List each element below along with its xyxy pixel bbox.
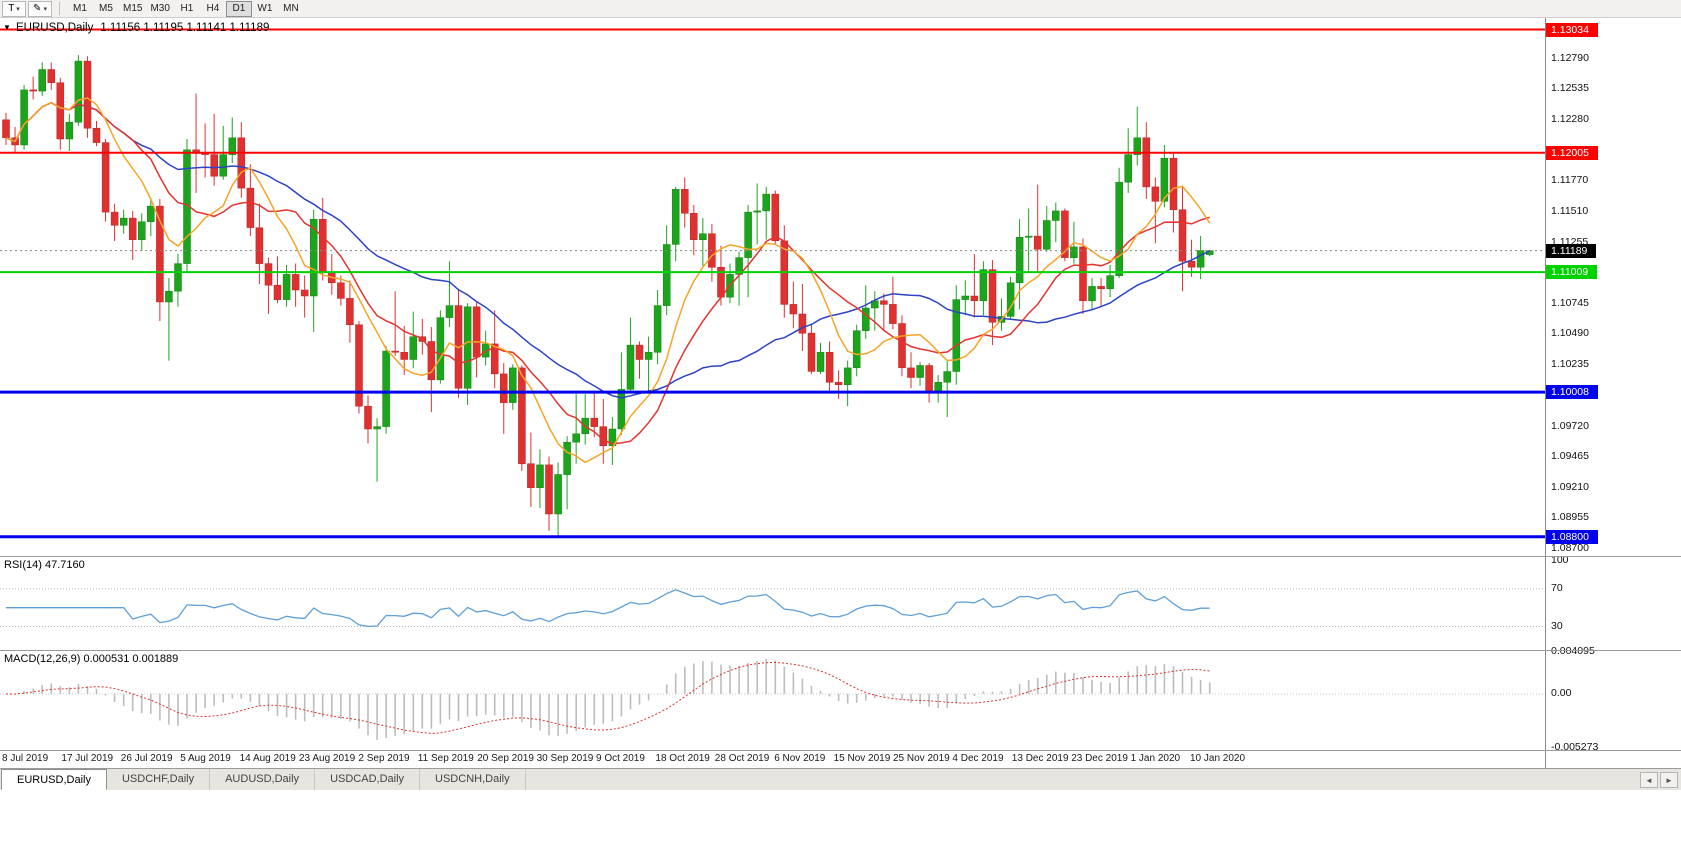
- date-label: 23 Dec 2019: [1071, 753, 1128, 764]
- date-label: 2 Sep 2019: [358, 753, 410, 764]
- date-label: 15 Nov 2019: [833, 753, 891, 764]
- timeframe-d1-button[interactable]: D1: [225, 0, 252, 17]
- axis-separator: [1545, 18, 1546, 768]
- price-tick-label: 70: [1551, 581, 1563, 594]
- price-tick-label: 30: [1551, 619, 1563, 632]
- timeframe-m1-button[interactable]: M1: [67, 1, 93, 17]
- macd-chart[interactable]: [0, 650, 1545, 750]
- date-label: 17 Jul 2019: [61, 753, 114, 764]
- chart-title: EURUSD,Daily 1.11156 1.11195 1.11141 1.1…: [16, 22, 269, 34]
- tab-scroll-left-icon[interactable]: ◄: [1640, 772, 1658, 788]
- draw-tool-button[interactable]: ✎ ▾: [28, 0, 52, 17]
- price-line-label: 1.13034: [1546, 22, 1598, 37]
- price-tick-label: 1.12535: [1551, 82, 1589, 95]
- date-label: 4 Dec 2019: [952, 753, 1004, 764]
- date-label: 1 Jan 2020: [1130, 753, 1181, 764]
- pane-separator: [0, 750, 1681, 751]
- rsi-indicator-pane[interactable]: RSI(14) 47.7160: [0, 556, 1545, 650]
- text-tool-button[interactable]: T ▾: [2, 0, 26, 17]
- chart-tab-usdcad[interactable]: USDCAD,Daily: [315, 769, 421, 790]
- date-label: 25 Nov 2019: [893, 753, 950, 764]
- timeframe-m30-button[interactable]: M30: [146, 1, 173, 17]
- timeframe-buttons: M1 M5 M15 M30 H1 H4 D1 W1 MN: [67, 0, 304, 17]
- collapse-panel-icon[interactable]: ▼: [3, 23, 11, 32]
- price-axis[interactable]: 1.12790 1.12535 1.12280 1.11770 1.11510 1.112…: [1546, 18, 1681, 768]
- time-axis[interactable]: 8 Jul 2019 17 Jul 2019 26 Jul 2019 5 Aug 20…: [0, 750, 1545, 768]
- pane-separator[interactable]: [0, 650, 1681, 651]
- price-tick-label: -0.005273: [1551, 740, 1599, 753]
- chevron-down-icon: ▾: [16, 5, 20, 13]
- ohlc-values: 1.11156 1.11195 1.11141 1.11189: [100, 22, 270, 34]
- date-label: 6 Nov 2019: [774, 753, 826, 764]
- chart-tabs: EURUSD,Daily USDCHF,Daily AUDUSD,Daily USDC…: [1, 768, 526, 790]
- timeframe-mn-button[interactable]: MN: [278, 1, 304, 17]
- price-line-label: 1.11009: [1546, 265, 1598, 280]
- price-tick-label: 1.11510: [1551, 205, 1589, 218]
- date-label: 14 Aug 2019: [239, 753, 296, 764]
- macd-indicator-pane[interactable]: MACD(12,26,9) 0.000531 0.001889: [0, 650, 1545, 750]
- timeframe-w1-button[interactable]: W1: [252, 1, 278, 17]
- price-line-label: 1.12005: [1546, 145, 1598, 160]
- price-tick-label: 1.09465: [1551, 450, 1589, 463]
- macd-label: MACD(12,26,9) 0.000531 0.001889: [4, 653, 179, 665]
- date-label: 8 Jul 2019: [2, 753, 49, 764]
- date-label: 9 Oct 2019: [596, 753, 645, 764]
- pencil-icon: ✎: [33, 3, 42, 14]
- price-tick-label: 1.10235: [1551, 357, 1589, 370]
- pane-separator[interactable]: [0, 556, 1681, 557]
- chart-tabs-bar: EURUSD,Daily USDCHF,Daily AUDUSD,Daily USDC…: [0, 768, 1681, 790]
- tab-scroll-right-icon[interactable]: ►: [1660, 772, 1678, 788]
- toolbar-separator: [59, 2, 60, 15]
- tab-scroll-buttons: ◄ ►: [1640, 772, 1678, 788]
- price-tick-label: 0.004095: [1551, 645, 1595, 658]
- timeframe-m15-button[interactable]: M15: [119, 1, 146, 17]
- date-label: 13 Dec 2019: [1011, 753, 1069, 764]
- date-label: 23 Aug 2019: [299, 753, 356, 764]
- date-label: 28 Oct 2019: [714, 753, 770, 764]
- window-background: [0, 790, 1681, 845]
- chart-tab-usdcnh[interactable]: USDCNH,Daily: [420, 769, 526, 790]
- price-chart-pane[interactable]: ▼ EURUSD,Daily 1.11156 1.11195 1.11141 1…: [0, 18, 1545, 556]
- price-tick-label: 1.08700: [1551, 541, 1589, 554]
- rsi-label: RSI(14) 47.7160: [4, 559, 85, 571]
- price-line-label: 1.10008: [1546, 385, 1598, 400]
- price-tick-label: 1.10745: [1551, 296, 1589, 309]
- date-label: 26 Jul 2019: [120, 753, 173, 764]
- rsi-chart[interactable]: [0, 556, 1545, 650]
- chart-tab-eurusd[interactable]: EURUSD,Daily: [1, 769, 107, 790]
- price-tick-label: 1.12280: [1551, 112, 1589, 125]
- timeframe-m5-button[interactable]: M5: [93, 1, 119, 17]
- chart-tab-usdchf[interactable]: USDCHF,Daily: [106, 769, 211, 790]
- price-tick-label: 1.10490: [1551, 327, 1589, 340]
- price-tick-label: 0.00: [1551, 686, 1572, 699]
- price-tick-label: 1.08955: [1551, 511, 1589, 524]
- chevron-down-icon: ▾: [43, 5, 47, 13]
- price-line-label: 1.08800: [1546, 529, 1598, 544]
- toolbar: T ▾ ✎ ▾ M1 M5 M15 M30 H1 H4 D1 W1 MN: [0, 0, 1681, 18]
- chart-tab-audusd[interactable]: AUDUSD,Daily: [210, 769, 316, 790]
- date-label: 5 Aug 2019: [180, 753, 231, 764]
- date-label: 10 Jan 2020: [1190, 753, 1246, 764]
- date-label: 30 Sep 2019: [536, 753, 594, 764]
- symbol-period-label: EURUSD,Daily: [16, 22, 94, 34]
- candlestick-chart[interactable]: [0, 18, 1545, 556]
- text-tool-label: T: [8, 3, 15, 14]
- timeframe-h1-button[interactable]: H1: [174, 1, 200, 17]
- date-label: 18 Oct 2019: [655, 753, 710, 764]
- price-tick-label: 1.09210: [1551, 480, 1589, 493]
- price-tick-label: 1.12790: [1551, 51, 1589, 64]
- timeframe-h4-button[interactable]: H4: [200, 1, 226, 17]
- date-label: 20 Sep 2019: [477, 753, 534, 764]
- price-tick-label: 1.09720: [1551, 419, 1589, 432]
- date-label: 11 Sep 2019: [417, 753, 474, 764]
- price-line-label: 1.11189: [1546, 243, 1597, 258]
- price-tick-label: 1.11770: [1551, 174, 1589, 186]
